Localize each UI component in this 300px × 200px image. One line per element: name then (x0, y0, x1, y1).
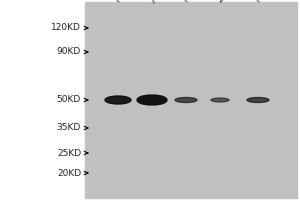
Text: HL60: HL60 (182, 0, 203, 4)
Ellipse shape (105, 96, 131, 104)
Text: 20KD: 20KD (57, 168, 81, 178)
Text: Jurkat: Jurkat (148, 0, 171, 4)
Text: 35KD: 35KD (57, 123, 81, 132)
Text: 120KD: 120KD (51, 23, 81, 32)
Text: K562: K562 (254, 0, 275, 4)
Text: HeLa: HeLa (114, 0, 135, 4)
Ellipse shape (247, 98, 269, 102)
Ellipse shape (211, 98, 229, 102)
Ellipse shape (175, 98, 197, 102)
Text: 90KD: 90KD (57, 47, 81, 56)
Text: 293T: 293T (216, 0, 237, 4)
Text: 50KD: 50KD (57, 96, 81, 104)
Bar (85, 2, 297, 198)
Ellipse shape (137, 95, 167, 105)
Text: 25KD: 25KD (57, 148, 81, 158)
